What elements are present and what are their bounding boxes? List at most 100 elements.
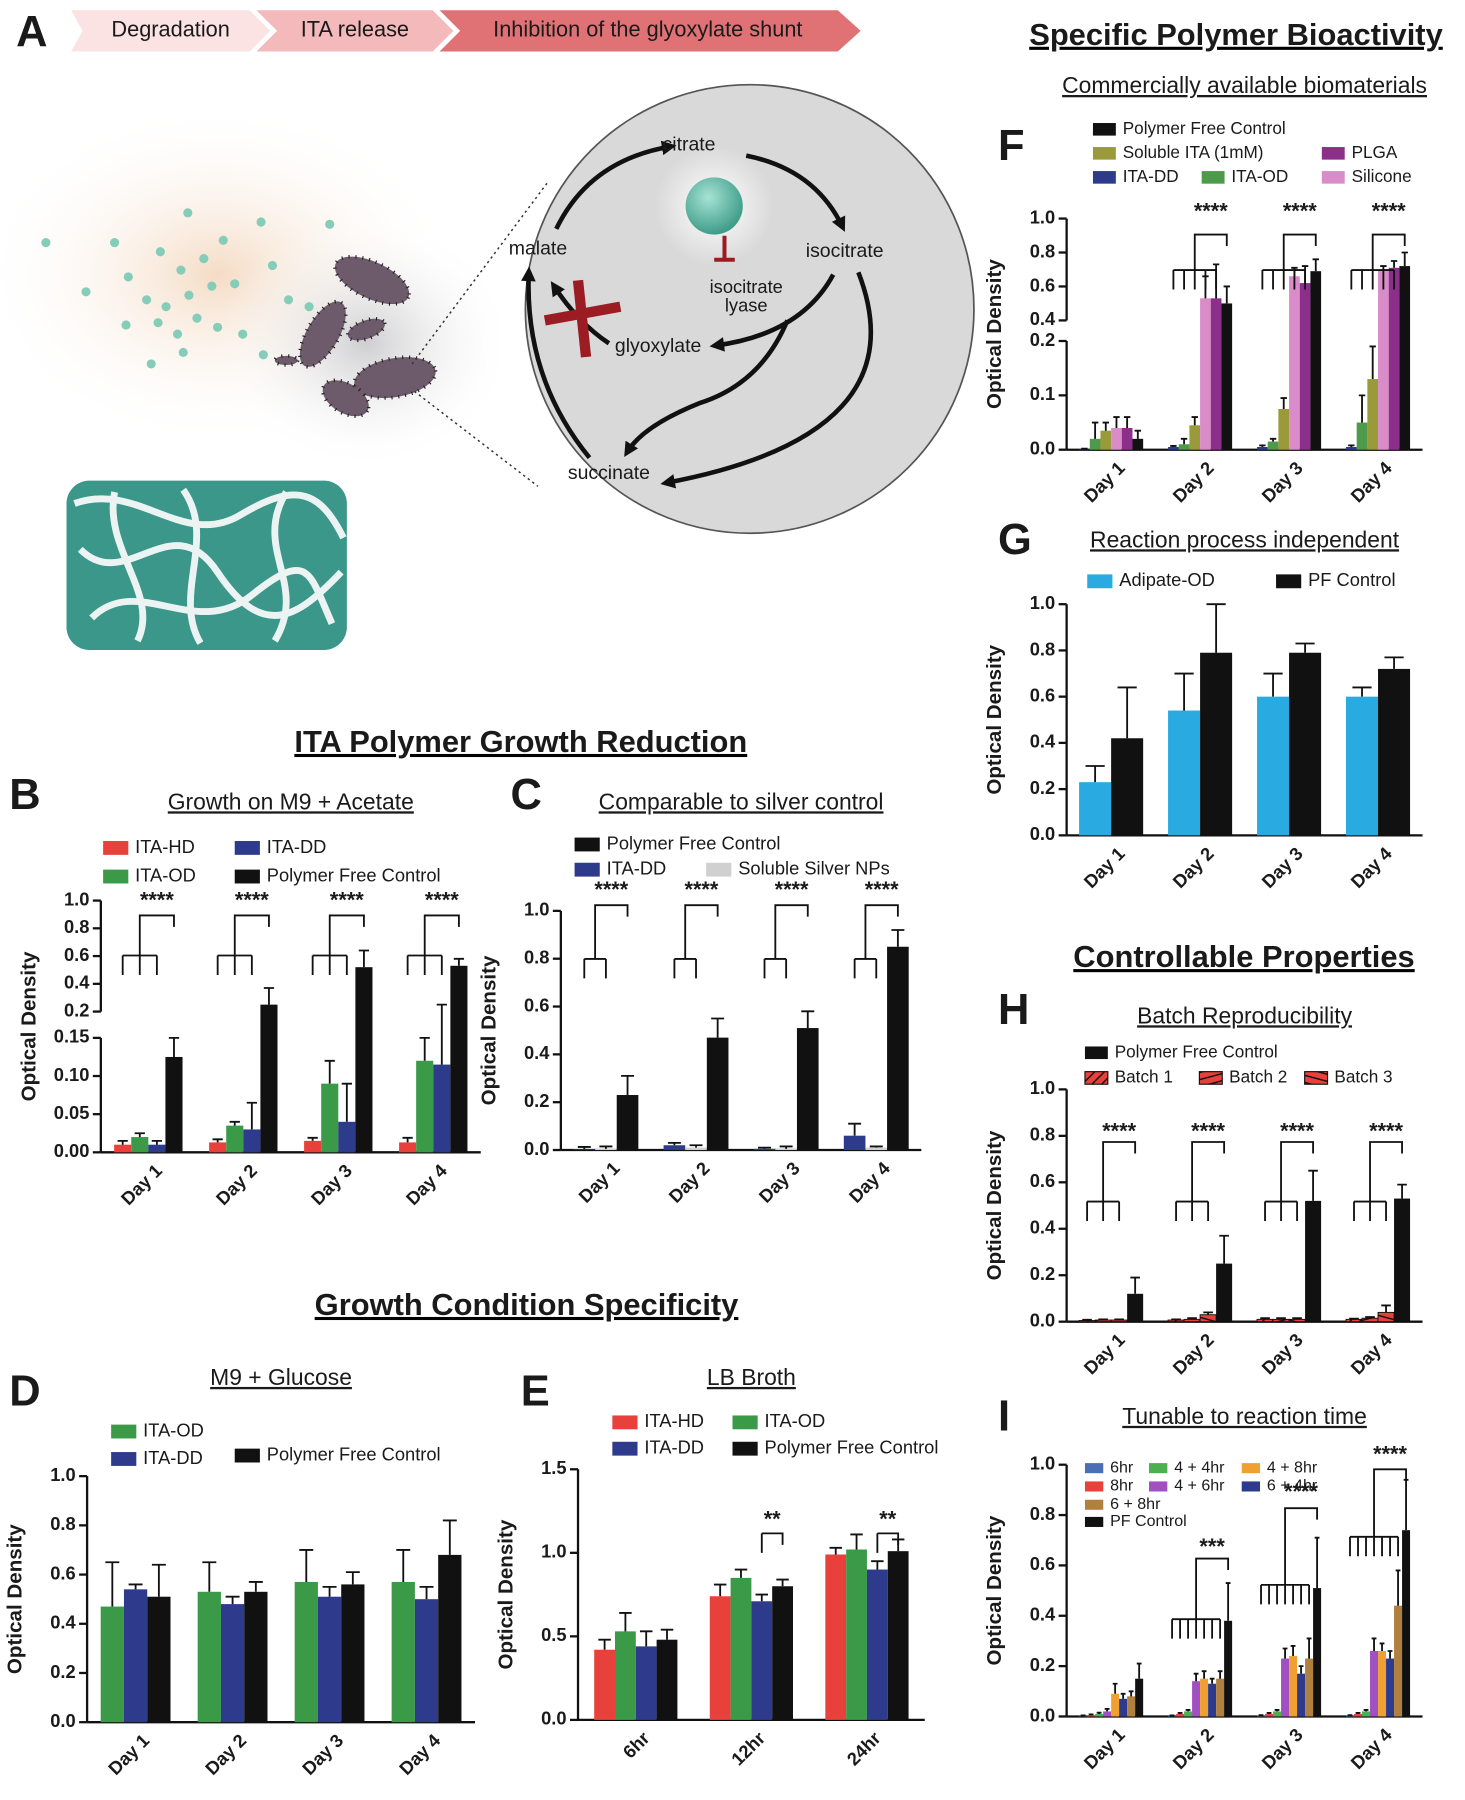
legend-label: 6hr: [1110, 1458, 1134, 1476]
significance-bracket: [1171, 1557, 1230, 1639]
error-bar: [248, 1581, 263, 1592]
bar: [1377, 1311, 1395, 1323]
error-bar: [1379, 1642, 1385, 1652]
bar: [1256, 1318, 1274, 1323]
legend-label: ITA-DD: [607, 858, 667, 879]
error-bar: [1203, 1311, 1213, 1315]
panel-letter: A: [16, 8, 47, 56]
y-tick-label: 0.4: [1030, 1604, 1056, 1625]
bar: [1079, 782, 1112, 836]
y-axis-label: Optical Density: [983, 1515, 1006, 1665]
error-bar: [667, 1141, 681, 1146]
illustration: [217, 217, 516, 470]
significance-bracket: [853, 904, 899, 979]
error-bar: [1355, 1712, 1361, 1714]
error-bar: [1380, 265, 1387, 270]
bar: [1345, 1318, 1363, 1323]
chart-title: Batch Reproducibility: [1137, 1002, 1352, 1028]
y-axis-label: Optical Density: [495, 1519, 518, 1669]
error-bar: [1397, 1183, 1407, 1199]
step-label: Inhibition of the glyoxylate shunt: [493, 17, 802, 42]
legend-label: Adipate-OD: [1119, 569, 1215, 590]
bar: [1132, 438, 1144, 450]
y-tick-label: 0.6: [524, 994, 549, 1015]
bar: [751, 1601, 773, 1720]
error-bar: [1347, 1714, 1353, 1717]
y-tick-label: 0.0: [1030, 1310, 1055, 1331]
significance-label: ****: [1102, 1119, 1136, 1144]
polymer-mesh: [66, 480, 347, 650]
error-bar: [1102, 421, 1109, 431]
legend-swatch: [706, 862, 732, 877]
error-bar: [577, 1146, 591, 1150]
error-bar: [1180, 437, 1188, 445]
error-bar: [105, 1561, 120, 1607]
y-tick-label: 0.8: [524, 947, 549, 968]
legend-label: PLGA: [1352, 142, 1398, 162]
significance-bracket: [760, 1532, 784, 1553]
x-tick-label: 24hr: [842, 1727, 884, 1769]
legend-swatch: [1304, 1071, 1329, 1085]
error-bar: [1371, 1637, 1377, 1652]
ita-sphere: [685, 177, 743, 235]
step-arrow: [439, 10, 861, 52]
error-bar: [1080, 1714, 1086, 1717]
error-bar: [1128, 1690, 1134, 1697]
significance-label: ****: [1191, 1119, 1225, 1144]
significance-bracket: [1172, 233, 1228, 290]
y-axis-label: Optical Density: [983, 259, 1006, 409]
y-axis-label: Optical Density: [477, 955, 500, 1105]
error-bar: [436, 1003, 447, 1065]
bar: [1216, 1678, 1225, 1717]
error-bar: [402, 1136, 413, 1143]
bar: [1267, 441, 1279, 450]
error-bar: [1384, 656, 1404, 669]
legend-swatch: [612, 1441, 638, 1456]
panel-letter: H: [998, 986, 1029, 1034]
error-bar: [1187, 1317, 1197, 1320]
x-tick-label: Day 4: [402, 1159, 452, 1209]
legend-label: Batch 2: [1229, 1066, 1287, 1086]
error-bar: [1403, 1478, 1409, 1531]
legend-label: Soluble Silver NPs: [738, 858, 890, 879]
error-bar: [1312, 258, 1319, 272]
bar: [226, 1125, 244, 1153]
x-tick-label: Day 2: [201, 1730, 250, 1779]
bar: [1281, 1658, 1290, 1717]
legend-swatch: [732, 1415, 758, 1430]
legend-swatch: [1092, 123, 1116, 136]
significance-label: ****: [330, 887, 364, 912]
legend-swatch: [732, 1441, 758, 1456]
error-bar: [1401, 251, 1408, 267]
bar: [1208, 1683, 1217, 1717]
bar: [416, 1060, 434, 1153]
legend-swatch: [1149, 1463, 1168, 1474]
error-bar: [212, 1138, 223, 1143]
bar: [1189, 425, 1201, 450]
bar: [1394, 1198, 1411, 1322]
error-bar: [1298, 1665, 1304, 1674]
error-bar: [1123, 416, 1131, 428]
error-bar: [1117, 686, 1137, 739]
error-bar: [1096, 1711, 1102, 1714]
bar: [1378, 269, 1389, 450]
panel-letter: B: [9, 771, 40, 819]
error-bar: [1209, 1677, 1215, 1684]
error-bar: [598, 1638, 611, 1650]
y-axis-label: Optical Density: [17, 951, 40, 1101]
bar: [796, 1028, 819, 1151]
legend-swatch: [234, 1448, 260, 1463]
legend-label: 4 + 4hr: [1174, 1458, 1225, 1476]
error-bar: [776, 1578, 789, 1587]
error-bar: [307, 1136, 318, 1141]
bar: [775, 1148, 797, 1151]
error-bar: [660, 1628, 674, 1640]
bar: [355, 967, 373, 1153]
panel-letter: F: [998, 122, 1025, 170]
significance-bracket: [583, 904, 629, 979]
y-tick-label: 0.6: [1030, 274, 1055, 295]
error-bar: [299, 1549, 314, 1582]
legend-label: ITA-DD: [644, 1437, 704, 1458]
error-bar: [1185, 1709, 1191, 1712]
legend-label: ITA-DD: [267, 836, 327, 857]
